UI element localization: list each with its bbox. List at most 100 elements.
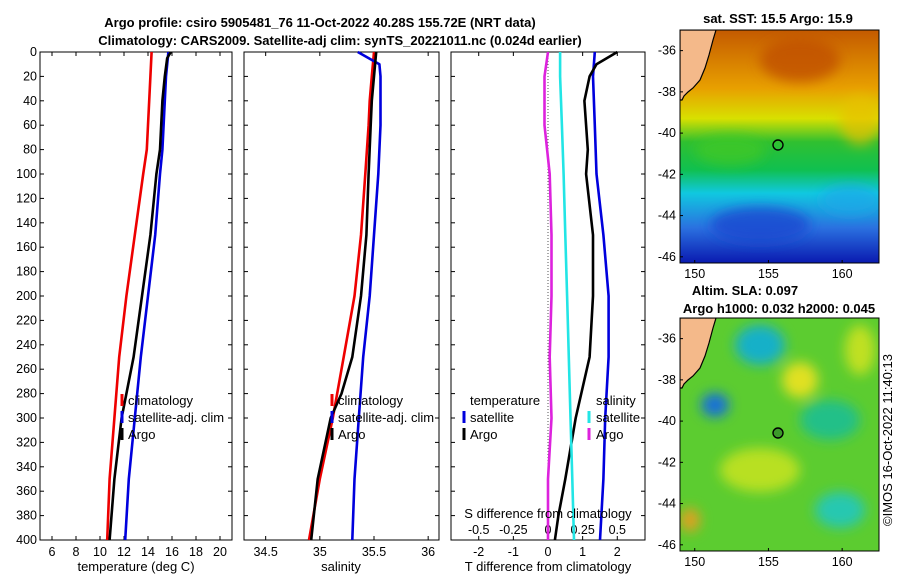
map-x-tick-label: 155	[758, 555, 779, 569]
legend-label-argo: Argo	[338, 427, 365, 442]
series-line-temperature-argo	[553, 50, 618, 541]
sla-land-australia	[680, 318, 717, 389]
sla-eddy	[735, 325, 785, 365]
map-x-tick-label: 155	[758, 267, 779, 281]
map-x-tick-label: 150	[684, 555, 705, 569]
x-tick-label: 35	[313, 545, 327, 559]
sla-eddy	[680, 508, 700, 532]
legend-label-argo: Argo	[128, 427, 155, 442]
y-tick-label: 280	[16, 387, 37, 401]
legend-title-salinity: salinity	[596, 393, 636, 408]
series-line-climatology	[307, 51, 376, 541]
x-tick-label: 12	[117, 545, 131, 559]
map-y-tick-label: -44	[658, 209, 676, 223]
y-tick-label: 300	[16, 411, 37, 425]
legend-label-satellite: satellite-adj. clim	[128, 410, 224, 425]
legend-label-satellite: satellite-adj. clim	[338, 410, 434, 425]
series-line-climatology	[105, 51, 153, 541]
y-tick-label: 140	[16, 216, 37, 230]
x-tick-label: 20	[213, 545, 227, 559]
x-tick-label: 2	[614, 545, 621, 559]
y-tick-label: 260	[16, 362, 37, 376]
y-tick-label: 320	[16, 435, 37, 449]
map-y-tick-label: -46	[658, 250, 676, 264]
map-y-tick-label: -38	[658, 373, 676, 387]
series-line-satellite-adj-clim	[123, 51, 170, 541]
x-tick-label: 10	[93, 545, 107, 559]
difference-xlabel: T difference from climatology	[465, 559, 632, 574]
y-tick-label: 180	[16, 265, 37, 279]
legend-label-sal-argo: Argo	[596, 427, 623, 442]
sla-argo-marker	[772, 427, 784, 439]
sla-map-title: Altim. SLA: 0.097	[692, 283, 798, 298]
series-line-salinity-argo	[543, 51, 553, 540]
sst-eddy	[710, 207, 810, 243]
x-tick-label: 16	[165, 545, 179, 559]
series-line-temperature-satellite	[591, 51, 610, 541]
map-x-tick-label: 160	[832, 555, 853, 569]
top-x-tick-label: -0.5	[468, 523, 490, 537]
x-tick-label: 0	[545, 545, 552, 559]
y-tick-label: 380	[16, 509, 37, 523]
sla-eddy	[701, 393, 729, 417]
sst-land-australia	[680, 30, 717, 101]
top-x-tick-label: 0.25	[570, 523, 594, 537]
map-y-tick-label: -36	[658, 332, 676, 346]
sst-eddy	[840, 95, 879, 145]
sla-eddy	[815, 492, 865, 528]
map-x-tick-label: 160	[832, 267, 853, 281]
x-tick-label: 1	[579, 545, 586, 559]
map-y-tick-label: -36	[658, 44, 676, 58]
y-tick-label: 400	[16, 533, 37, 547]
y-tick-label: 0	[30, 45, 37, 59]
series-line-salinity-satellite	[558, 52, 576, 541]
figure-title-line2: Climatology: CARS2009. Satellite-adj cli…	[98, 33, 581, 48]
sla-map-subtitle: Argo h1000: 0.032 h2000: 0.045	[683, 301, 875, 316]
y-tick-label: 60	[23, 118, 37, 132]
map-y-tick-label: -40	[658, 126, 676, 140]
map-y-tick-label: -38	[658, 85, 676, 99]
sst-map-panel: sat. SST: 15.5 Argo: 15.9	[679, 11, 880, 264]
y-tick-label: 240	[16, 338, 37, 352]
temperature-xlabel: temperature (deg C)	[77, 559, 194, 574]
salinity-legend: climatology satellite-adj. clim Argo	[330, 393, 434, 442]
series-line-satellite-adj-clim	[351, 50, 382, 541]
y-tick-label: 20	[23, 69, 37, 83]
x-tick-label: 6	[49, 545, 56, 559]
imos-watermark: ©IMOS 16-Oct-2022 11:40:13	[880, 354, 895, 526]
sla-eddy	[720, 448, 800, 492]
x-tick-label: 35.5	[362, 545, 386, 559]
y-tick-label: 40	[23, 94, 37, 108]
map-y-tick-label: -42	[658, 455, 676, 469]
temperature-plot-area	[39, 51, 233, 541]
sla-map-frame	[679, 317, 880, 552]
y-tick-label: 100	[16, 167, 37, 181]
sla-eddies	[680, 325, 875, 532]
sst-eddy	[760, 38, 840, 82]
sst-eddy	[695, 135, 765, 165]
sst-eddies	[695, 38, 879, 243]
sst-map-frame	[679, 29, 880, 264]
map-y-tick-label: -46	[658, 538, 676, 552]
sla-eddy	[800, 400, 860, 440]
top-x-tick-label: -0.25	[499, 523, 528, 537]
y-tick-label: 340	[16, 460, 37, 474]
y-tick-label: 120	[16, 191, 37, 205]
temperature-legend: climatology satellite-adj. clim Argo	[120, 393, 224, 442]
legend-title-temperature: temperature	[470, 393, 540, 408]
map-x-tick-label: 150	[684, 267, 705, 281]
series-line-argo	[108, 51, 172, 541]
x-tick-label: 14	[141, 545, 155, 559]
legend-label-climatology: climatology	[338, 393, 404, 408]
series-line-argo	[309, 51, 378, 541]
top-x-tick-label: 0.5	[609, 523, 626, 537]
legend-label-sal-satellite: satellite	[596, 410, 640, 425]
map-y-tick-label: -42	[658, 167, 676, 181]
y-tick-label: 160	[16, 240, 37, 254]
legend-label-temp-argo: Argo	[470, 427, 497, 442]
salinity-xlabel: salinity	[321, 559, 361, 574]
salinity-plot-area	[243, 51, 440, 541]
sla-eddy	[845, 325, 875, 375]
y-tick-label: 360	[16, 484, 37, 498]
